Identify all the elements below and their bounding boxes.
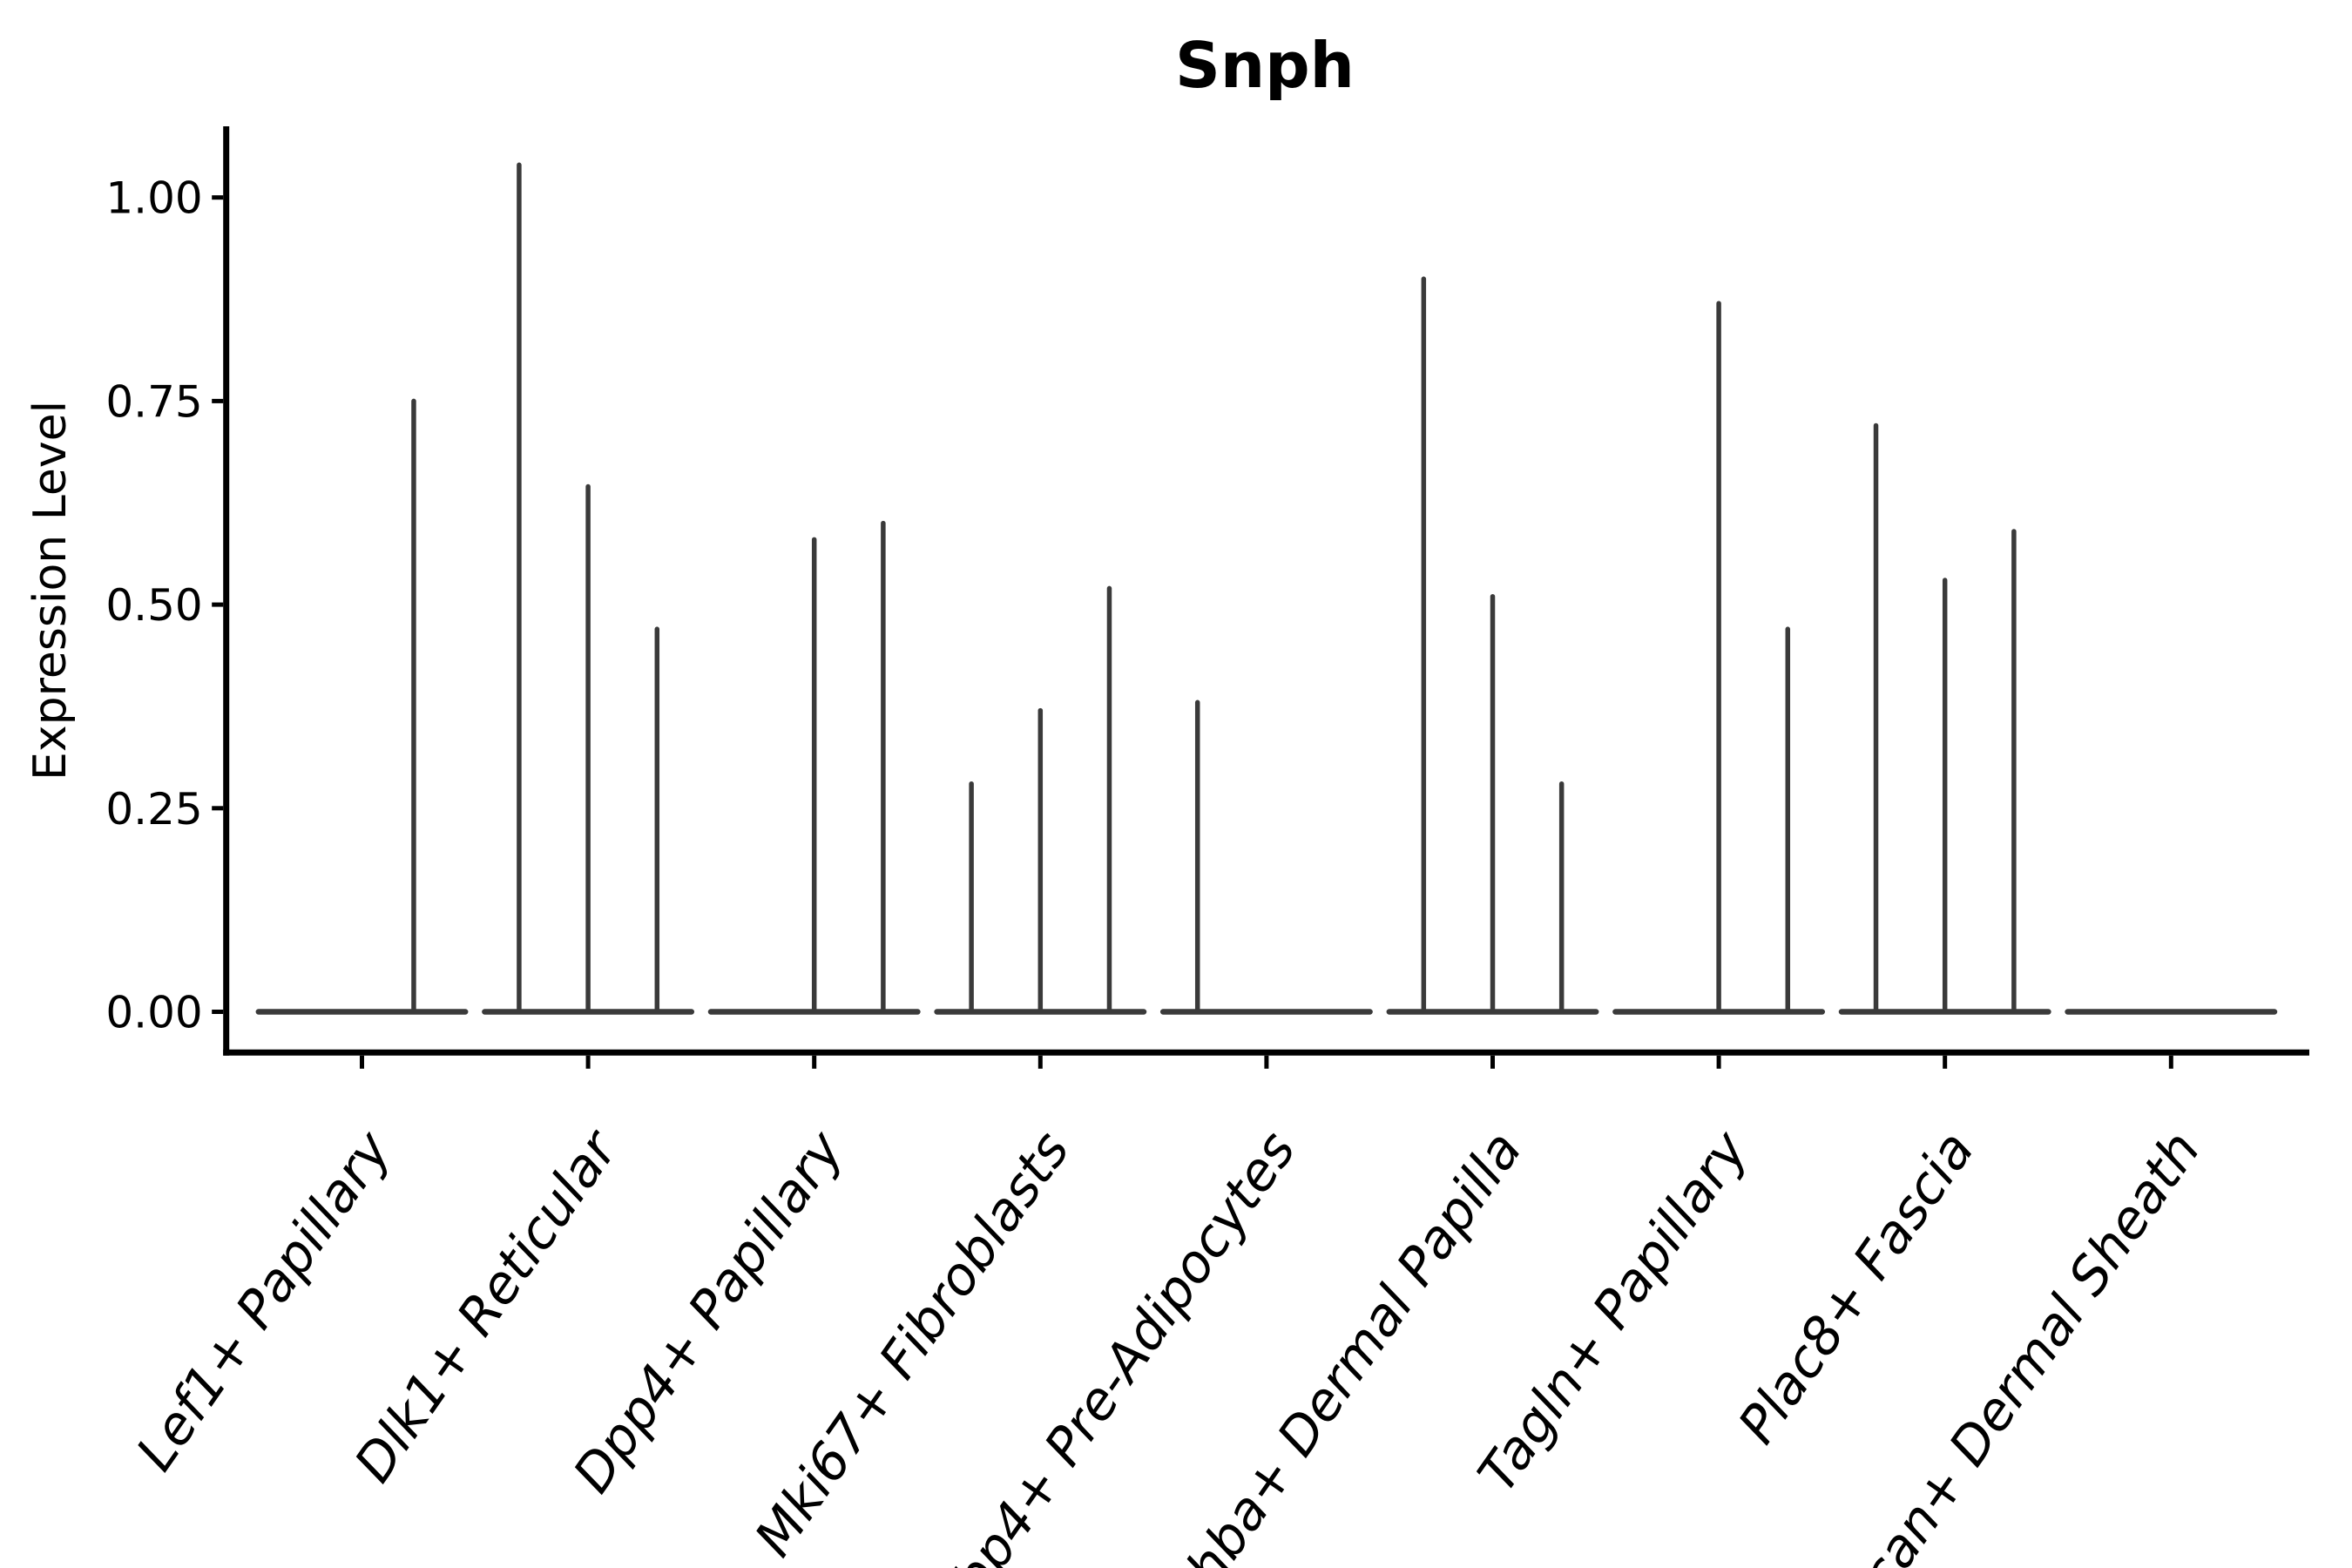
violin-group bbox=[1838, 422, 2051, 1015]
violin-group bbox=[482, 162, 695, 1015]
y-tick-label: 1.00 bbox=[105, 173, 202, 224]
axes-spines bbox=[223, 126, 2309, 1056]
x-tick-label: Plac8+ Fascia bbox=[1727, 1120, 1986, 1454]
violins-layer bbox=[255, 162, 2278, 1015]
chart-title: Snph bbox=[1175, 29, 1355, 102]
x-tick-label: Acan+ Dermal Sheath bbox=[1827, 1120, 2213, 1568]
x-tick-label: Inhba+ Dermal Papilla bbox=[1147, 1120, 1534, 1568]
violin-group bbox=[1612, 301, 1826, 1015]
violin-group bbox=[707, 520, 921, 1015]
y-axis-ticks: 0.00 0.25 0.50 0.75 1.00 bbox=[105, 173, 224, 1038]
y-axis-title: Expression Level bbox=[24, 401, 77, 781]
y-tick-label: 0.75 bbox=[105, 376, 202, 427]
y-tick-label: 0.25 bbox=[105, 784, 202, 835]
y-tick-label: 0.50 bbox=[105, 580, 202, 631]
violin-group bbox=[1159, 700, 1373, 1015]
violin-group bbox=[934, 585, 1147, 1015]
violin-group bbox=[1386, 276, 1599, 1015]
y-tick-label: 0.00 bbox=[105, 988, 202, 1038]
violin-group bbox=[255, 398, 469, 1015]
x-tick-label: Lef1+ Papillary bbox=[125, 1119, 403, 1482]
